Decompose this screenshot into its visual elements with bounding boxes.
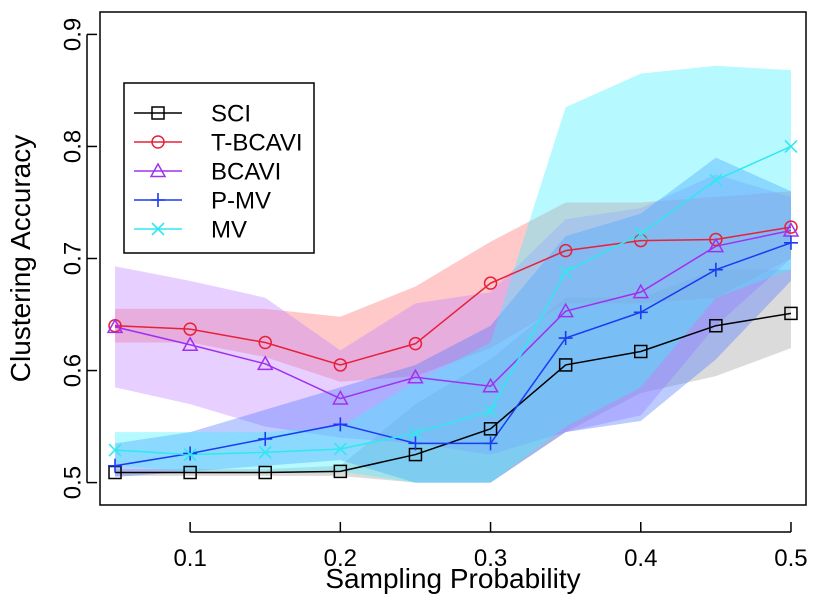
point-bcavi — [407, 368, 424, 384]
band-mv — [115, 65, 791, 483]
point-sci — [333, 464, 348, 479]
point-sci — [634, 344, 648, 359]
point-mv — [709, 173, 723, 187]
point-sci — [558, 358, 573, 372]
point-p-mv — [408, 436, 423, 451]
point-bcavi — [106, 318, 124, 334]
band-p-mv — [115, 157, 791, 483]
x-axis-label: Sampling Probability — [325, 563, 580, 594]
point-t-bcavi — [483, 276, 498, 290]
legend-label-t-bcavi: T-BCAVI — [211, 130, 303, 157]
point-p-mv — [333, 417, 348, 432]
point-p-mv — [708, 262, 723, 277]
y-tick-label: 0.7 — [59, 242, 86, 275]
point-t-bcavi — [558, 243, 573, 258]
band-sci — [115, 269, 791, 483]
x-tick-label: 0.1 — [173, 545, 206, 572]
confidence-bands — [115, 65, 791, 483]
line-sci — [115, 312, 792, 474]
point-mv — [333, 442, 347, 456]
series-markers — [106, 139, 800, 480]
legend-marker-sci — [151, 106, 165, 120]
legend-marker-bcavi — [149, 162, 167, 178]
legend-marker-t-bcavi — [151, 135, 165, 149]
y-tick-label: 0.8 — [59, 130, 86, 163]
point-sci — [258, 465, 272, 480]
point-p-mv — [633, 305, 648, 320]
point-sci — [183, 465, 197, 480]
point-p-mv — [483, 436, 498, 451]
point-t-bcavi — [709, 232, 723, 247]
plot-frame — [99, 11, 807, 506]
point-bcavi — [632, 283, 650, 299]
y-tick-label: 0.5 — [59, 466, 86, 499]
x-tick-label: 0.2 — [324, 545, 357, 572]
line-bcavi — [114, 229, 792, 400]
y-axis-label: Clustering Accuracy — [5, 135, 36, 382]
point-bcavi — [181, 336, 199, 352]
x-tick-label: 0.5 — [774, 545, 807, 572]
point-mv — [483, 404, 498, 418]
point-p-mv — [108, 458, 123, 473]
point-t-bcavi — [333, 358, 348, 372]
point-t-bcavi — [408, 336, 423, 351]
point-mv — [784, 139, 798, 154]
point-sci — [483, 422, 498, 436]
point-p-mv — [258, 431, 273, 446]
x-tick-label: 0.3 — [474, 545, 507, 572]
point-mv — [258, 445, 272, 459]
point-bcavi — [332, 390, 349, 405]
point-bcavi — [557, 302, 574, 318]
point-t-bcavi — [784, 220, 798, 234]
point-bcavi — [482, 377, 499, 393]
point-bcavi — [707, 237, 725, 253]
point-mv — [408, 426, 423, 440]
legend-label-sci: SCI — [211, 101, 251, 128]
x-tick-label: 0.4 — [624, 545, 657, 572]
point-p-mv — [783, 235, 798, 250]
point-mv — [559, 265, 573, 279]
point-mv — [108, 443, 122, 457]
legend-label-mv: MV — [211, 217, 247, 244]
point-mv — [634, 227, 648, 241]
y-tick-label: 0.6 — [59, 354, 86, 387]
line-p-mv — [114, 242, 792, 467]
y-tick-label: 0.9 — [59, 18, 86, 51]
point-sci — [784, 306, 798, 321]
point-bcavi — [256, 355, 274, 371]
legend-label-bcavi: BCAVI — [211, 159, 281, 186]
point-p-mv — [558, 331, 573, 346]
point-t-bcavi — [183, 322, 197, 336]
legend-marker-mv — [151, 222, 165, 236]
axes: 0.1 0.2 0.3 0.4 0.5 0.5 0.6 0.7 0.8 0.9 — [59, 18, 807, 572]
point-mv — [183, 448, 197, 462]
series-lines — [114, 145, 792, 474]
band-bcavi — [115, 174, 791, 455]
band-t-bcavi — [115, 191, 791, 382]
line-t-bcavi — [114, 226, 792, 366]
line-mv — [114, 145, 792, 456]
legend-label-p-mv: P-MV — [211, 188, 271, 215]
legend-marker-p-mv — [151, 193, 165, 207]
point-sci — [709, 318, 723, 333]
point-t-bcavi — [258, 335, 272, 350]
